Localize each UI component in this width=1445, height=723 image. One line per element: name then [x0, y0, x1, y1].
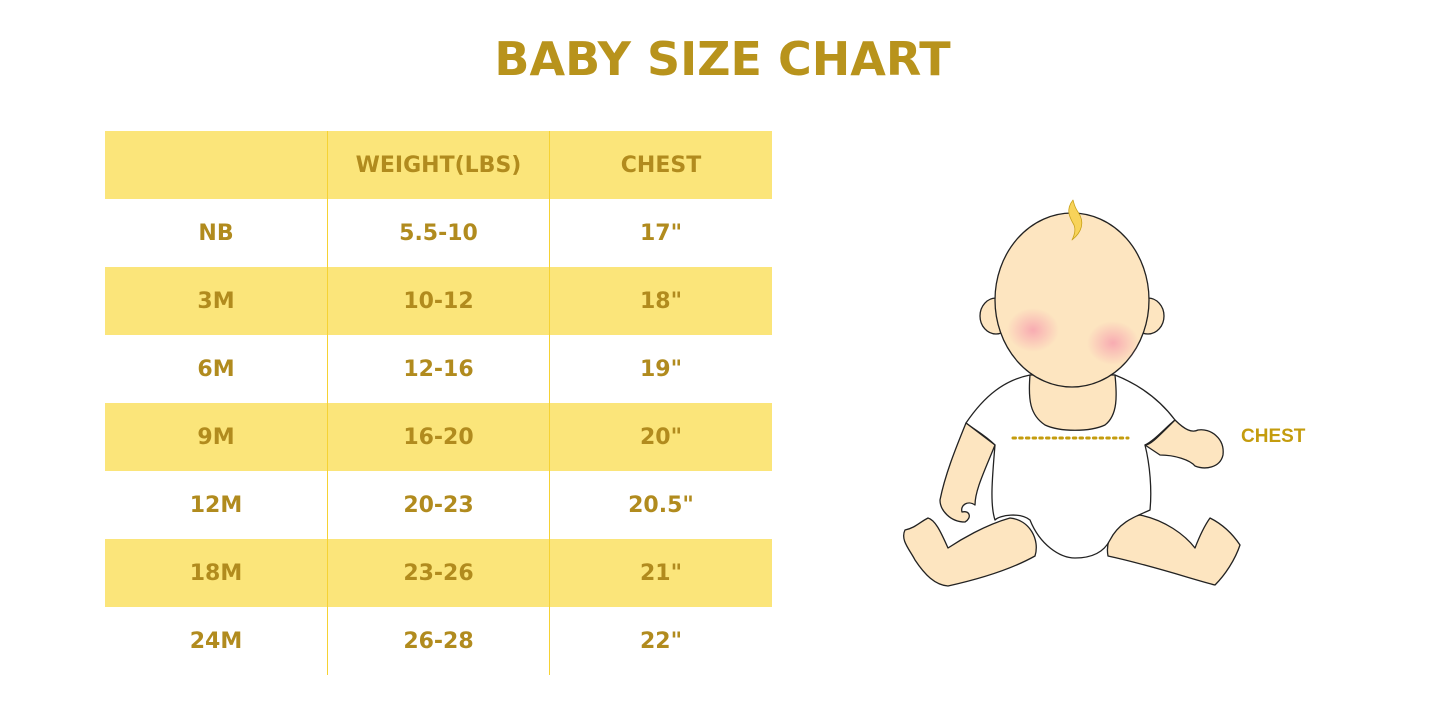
- right-leg: [1106, 514, 1241, 586]
- right-arm: [1144, 419, 1224, 469]
- chest-cell: 21": [549, 539, 772, 607]
- chest-label: CHEST: [1241, 426, 1306, 447]
- right-cheek: [1087, 321, 1139, 365]
- size-cell: NB: [198, 220, 234, 246]
- weight-cell: 12-16: [327, 335, 549, 403]
- table-row: 9M 16-20 20": [105, 403, 772, 471]
- shirt: [965, 374, 1176, 559]
- table-header-row: WEIGHT(LBS) CHEST: [105, 131, 772, 199]
- weight-cell: 10-12: [327, 267, 549, 335]
- weight-cell: 26-28: [327, 607, 549, 675]
- chest-cell: 20.5": [549, 471, 772, 539]
- left-arm: [939, 422, 996, 523]
- table-row: 3M 10-12 18": [105, 267, 772, 335]
- table-row: 12M 20-23 20.5": [105, 471, 772, 539]
- hair-curl: [1068, 199, 1083, 241]
- chest-cell: 18": [549, 267, 772, 335]
- size-cell: 18M: [189, 560, 243, 586]
- header-cell-weight: WEIGHT(LBS): [327, 131, 549, 199]
- header-cell-size: [105, 131, 327, 199]
- weight-cell: 16-20: [327, 403, 549, 471]
- table-row: NB 5.5-10 17": [105, 199, 772, 267]
- size-cell: 6M: [197, 356, 235, 382]
- chest-cell: 22": [549, 607, 772, 675]
- size-cell: 12M: [189, 492, 243, 518]
- size-table: WEIGHT(LBS) CHEST NB 5.5-10 17" 3M 10-12…: [105, 131, 772, 675]
- size-cell: 3M: [197, 288, 235, 314]
- baby-illustration: [903, 199, 1241, 587]
- header-cell-chest: CHEST: [549, 131, 772, 199]
- chest-cell: 20": [549, 403, 772, 471]
- size-cell: 9M: [197, 424, 235, 450]
- page-title: BABY SIZE CHART: [494, 32, 951, 86]
- weight-cell: 20-23: [327, 471, 549, 539]
- neck: [1028, 374, 1117, 431]
- size-cell: 24M: [189, 628, 243, 654]
- weight-cell: 23-26: [327, 539, 549, 607]
- weight-cell: 5.5-10: [327, 199, 549, 267]
- left-leg: [903, 517, 1037, 587]
- table-row: 24M 26-28 22": [105, 607, 772, 675]
- left-cheek: [1007, 308, 1059, 352]
- table-row: 18M 23-26 21": [105, 539, 772, 607]
- table-row: 6M 12-16 19": [105, 335, 772, 403]
- chest-cell: 19": [549, 335, 772, 403]
- chest-cell: 17": [549, 199, 772, 267]
